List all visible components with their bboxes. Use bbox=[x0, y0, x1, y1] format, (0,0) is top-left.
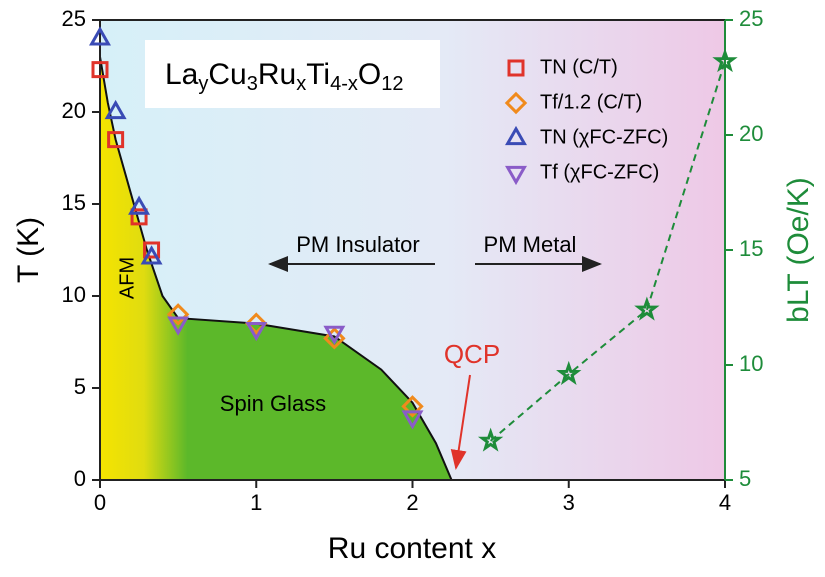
y-tick-label: 25 bbox=[62, 6, 86, 31]
legend-marker bbox=[504, 91, 528, 115]
b-lt-line bbox=[489, 61, 726, 442]
marker bbox=[143, 241, 161, 259]
formula-subscript: x bbox=[296, 73, 306, 95]
phase-region bbox=[100, 56, 452, 481]
marker bbox=[245, 322, 268, 342]
marker bbox=[477, 427, 504, 452]
marker bbox=[89, 26, 111, 46]
marker bbox=[323, 325, 346, 345]
formula-part: Ru bbox=[258, 58, 296, 91]
formula-subscript: 12 bbox=[381, 73, 403, 95]
y2-axis-title: bLT (Oe/K) bbox=[782, 177, 815, 323]
formula-part: Cu bbox=[208, 58, 246, 91]
legend-marker bbox=[507, 59, 525, 77]
legend-label: Tf/1.2 (C/T) bbox=[540, 91, 642, 113]
formula-box bbox=[145, 40, 440, 108]
y-axis-title: T (K) bbox=[12, 217, 45, 283]
legend-label: TN (χFC-ZFC) bbox=[540, 126, 668, 148]
marker bbox=[140, 245, 163, 265]
marker bbox=[323, 327, 346, 350]
marker bbox=[104, 99, 127, 120]
legend-label: Tf (χFC-ZFC) bbox=[540, 161, 659, 183]
marker bbox=[556, 360, 582, 385]
y-tick-label: 15 bbox=[62, 190, 86, 215]
y-tick-label: 10 bbox=[62, 282, 86, 307]
marker bbox=[401, 410, 424, 430]
marker bbox=[167, 316, 190, 336]
x-tick-label: 2 bbox=[406, 490, 418, 515]
pm-insulator-label: PM Insulator bbox=[296, 232, 420, 257]
y2-tick-label: 5 bbox=[739, 466, 751, 491]
pm-metal-label: PM Metal bbox=[484, 232, 577, 257]
x-tick-label: 1 bbox=[250, 490, 262, 515]
y2-tick-label: 10 bbox=[739, 351, 763, 376]
legend-marker bbox=[505, 165, 527, 186]
y2-tick-label: 25 bbox=[739, 6, 763, 31]
x-tick-label: 0 bbox=[94, 490, 106, 515]
marker bbox=[245, 312, 268, 335]
marker bbox=[128, 195, 151, 215]
formula-subscript: 4-x bbox=[330, 73, 358, 95]
legend-label: TN (C/T) bbox=[540, 56, 618, 78]
formula-part: O bbox=[358, 58, 381, 91]
marker bbox=[107, 131, 125, 149]
formula-part: La bbox=[165, 58, 199, 91]
formula-part: Ti bbox=[306, 58, 330, 91]
x-tick-label: 4 bbox=[719, 490, 731, 515]
marker bbox=[91, 61, 109, 79]
spin-glass-label: Spin Glass bbox=[220, 391, 326, 416]
afm-label: AFM bbox=[116, 257, 138, 299]
legend-marker bbox=[505, 125, 527, 146]
qcp-label: QCP bbox=[444, 339, 500, 369]
arrow bbox=[450, 374, 471, 470]
y-tick-label: 0 bbox=[74, 466, 86, 491]
y2-tick-label: 15 bbox=[739, 236, 763, 261]
marker bbox=[712, 48, 738, 73]
formula: LayCu3RuxTi4-xO12 bbox=[165, 58, 404, 95]
y-tick-label: 20 bbox=[62, 98, 86, 123]
marker bbox=[130, 208, 148, 226]
marker bbox=[166, 303, 190, 326]
marker bbox=[401, 395, 424, 418]
y-tick-label: 5 bbox=[74, 374, 86, 399]
y2-tick-label: 20 bbox=[739, 121, 763, 146]
formula-subscript: 3 bbox=[247, 73, 258, 95]
x-axis-title: Ru content x bbox=[328, 532, 496, 565]
formula-subscript: y bbox=[198, 73, 208, 95]
marker bbox=[634, 296, 660, 321]
x-tick-label: 3 bbox=[563, 490, 575, 515]
